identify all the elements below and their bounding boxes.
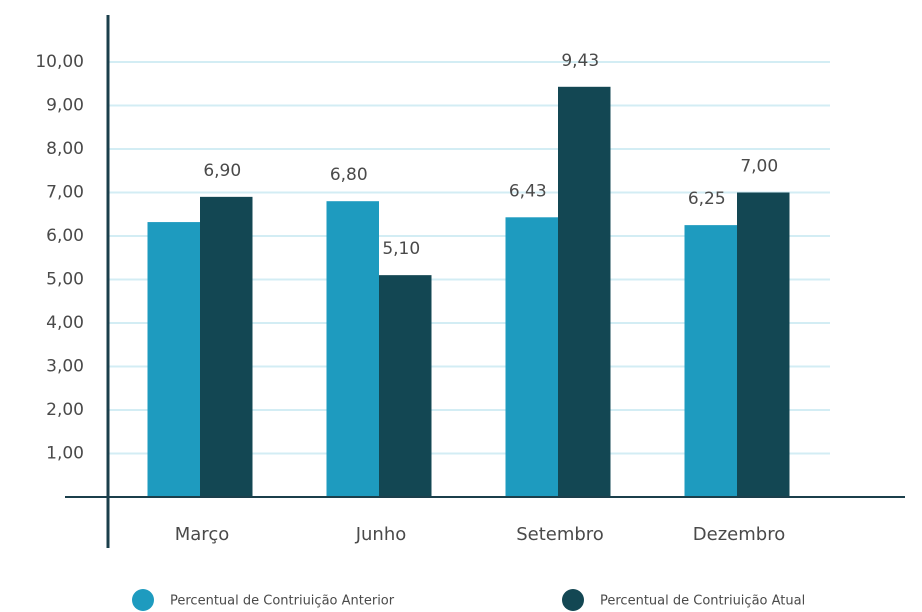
value-label: 6,43	[509, 181, 547, 201]
y-tick-label: 3,00	[46, 357, 84, 377]
value-label: 6,80	[330, 165, 368, 185]
bar	[505, 217, 558, 498]
y-tick-label: 4,00	[46, 313, 84, 333]
legend-label: Percentual de Contriuição Atual	[600, 594, 805, 609]
bar	[147, 222, 200, 497]
legend-label: Percentual de Contriuição Anterior	[170, 594, 395, 609]
y-tick-label: 5,00	[46, 270, 84, 290]
bar	[200, 196, 253, 497]
legend-marker	[562, 589, 584, 611]
bar	[558, 86, 611, 498]
x-tick-label: Março	[175, 524, 229, 545]
x-tick-label: Junho	[355, 524, 407, 545]
y-tick-label: 10,00	[35, 52, 84, 72]
x-tick-label: Dezembro	[693, 524, 785, 545]
value-label: 7,00	[740, 157, 778, 177]
bar	[379, 275, 432, 497]
bar	[326, 201, 379, 497]
value-label: 9,43	[561, 51, 599, 71]
bar	[737, 192, 790, 497]
y-tick-label: 2,00	[46, 400, 84, 420]
y-tick-label: 8,00	[46, 139, 84, 159]
y-tick-label: 1,00	[46, 444, 84, 464]
value-label: 6,90	[203, 161, 241, 181]
x-tick-label: Setembro	[516, 524, 604, 545]
y-tick-label: 6,00	[46, 226, 84, 246]
y-tick-label: 9,00	[46, 96, 84, 116]
value-label: 5,10	[382, 239, 420, 259]
bar	[684, 225, 737, 497]
y-tick-label: 7,00	[46, 183, 84, 203]
legend-marker	[132, 589, 154, 611]
value-label: 6,25	[688, 189, 726, 209]
